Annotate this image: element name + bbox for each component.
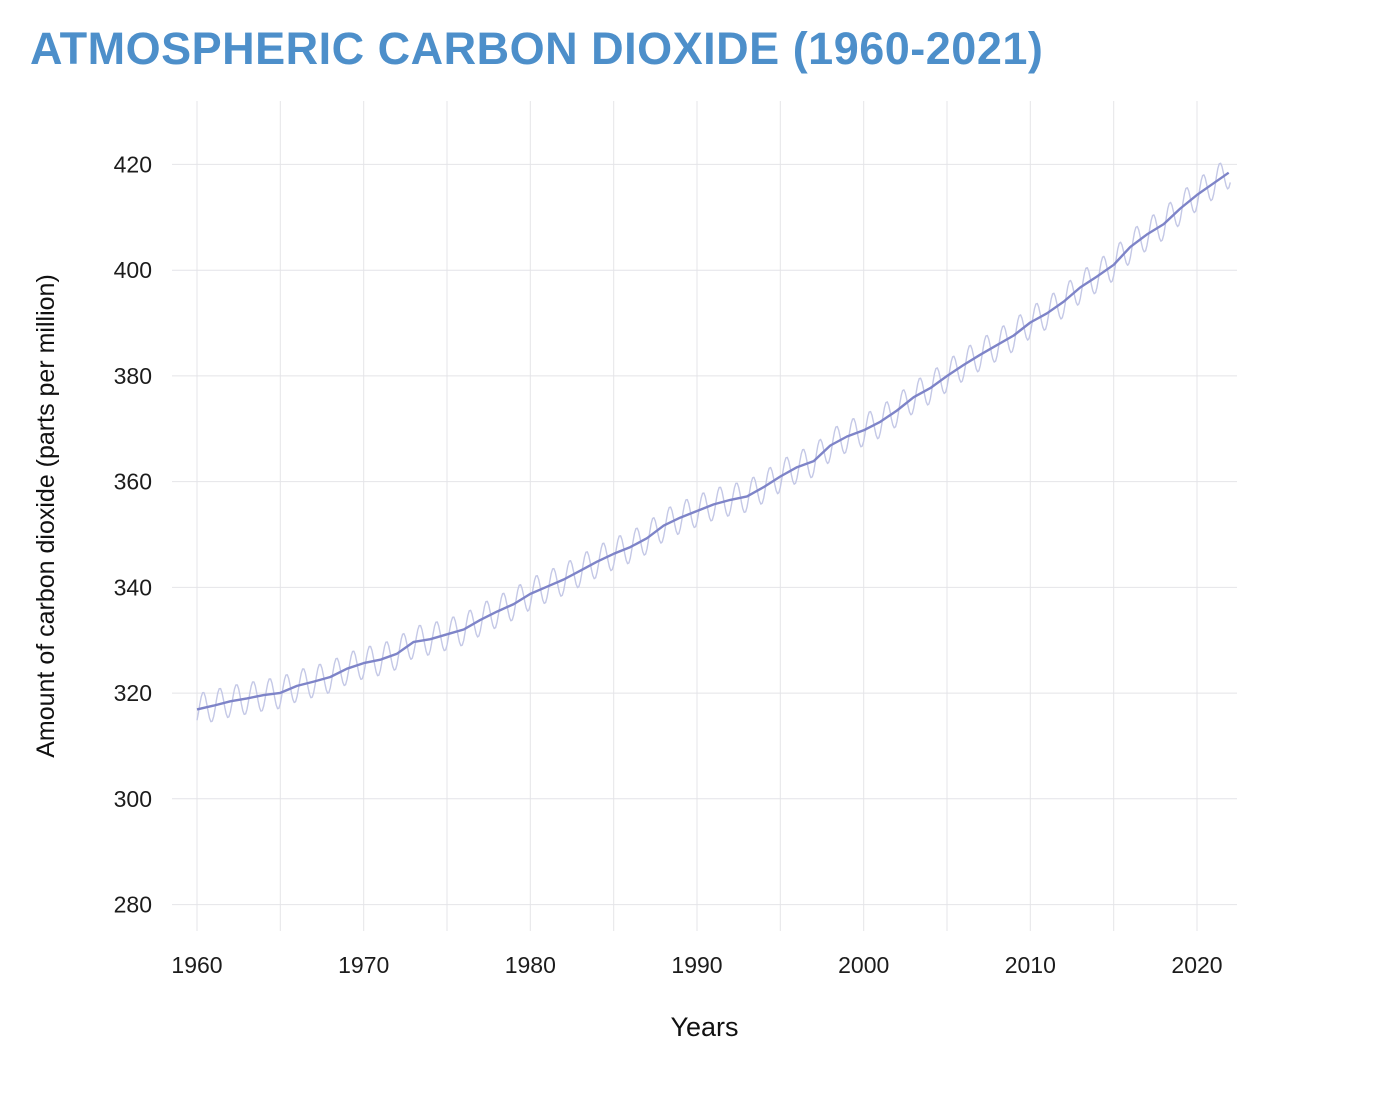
y-tick-label: 360 bbox=[114, 468, 152, 494]
y-tick-label: 400 bbox=[114, 257, 152, 283]
x-tick-label: 1970 bbox=[338, 952, 389, 978]
y-tick-labels: 280 300 320 340 360 380 400 420 bbox=[114, 151, 152, 917]
y-axis-label: Amount of carbon dioxide (parts per mill… bbox=[32, 274, 60, 758]
x-tick-label: 1980 bbox=[505, 952, 556, 978]
x-tick-labels: 1960 1970 1980 1990 2000 2010 2020 bbox=[171, 952, 1222, 978]
y-tick-label: 320 bbox=[114, 680, 152, 706]
x-tick-label: 2020 bbox=[1171, 952, 1222, 978]
co2-line-chart: 1960 1970 1980 1990 2000 2010 2020 280 300 320 340… bbox=[32, 100, 1237, 1042]
y-tick-label: 380 bbox=[114, 362, 152, 388]
annual-trend-line bbox=[196, 171, 1230, 711]
gridlines bbox=[172, 100, 1237, 931]
x-tick-label: 1990 bbox=[671, 952, 722, 978]
y-tick-label: 280 bbox=[114, 891, 152, 917]
seasonal-co2-line bbox=[196, 162, 1231, 722]
x-axis-label: Years bbox=[670, 1012, 738, 1042]
chart-title: ATMOSPHERIC CARBON DIOXIDE (1960-2021) bbox=[30, 23, 1044, 74]
x-tick-label: 2000 bbox=[838, 952, 889, 978]
y-tick-label: 300 bbox=[114, 785, 152, 811]
page-root: ATMOSPHERIC CARBON DIOXIDE (1960-2021) 1… bbox=[0, 24, 1374, 1106]
y-tick-label: 340 bbox=[114, 574, 152, 600]
x-tick-label: 2010 bbox=[1005, 952, 1056, 978]
y-tick-label: 420 bbox=[114, 151, 152, 177]
x-tick-label: 1960 bbox=[171, 952, 222, 978]
